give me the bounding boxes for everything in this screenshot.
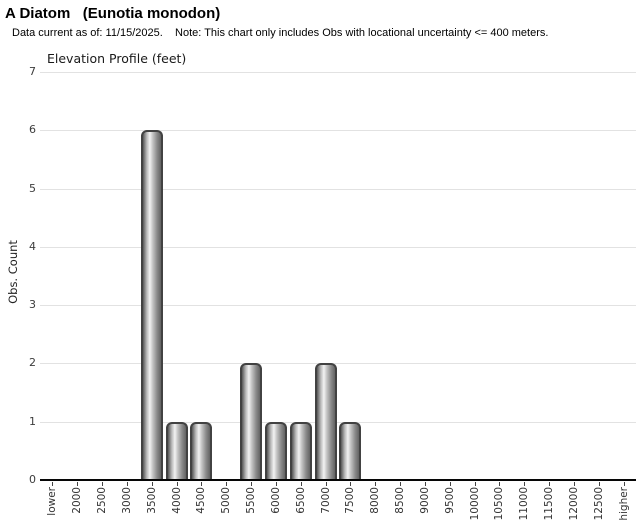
x-tick-label: 8500 (394, 487, 407, 514)
bar[interactable] (314, 363, 337, 480)
x-tick-mark (474, 482, 476, 486)
bar[interactable] (140, 130, 163, 480)
x-tick-mark (325, 482, 327, 486)
x-tick-label: 4000 (170, 487, 183, 514)
x-tick-mark (375, 482, 377, 486)
x-tick-label: 2000 (71, 487, 84, 514)
y-tick-label: 7 (29, 65, 36, 78)
x-tick-label: 3500 (145, 487, 158, 514)
x-tick-mark (524, 482, 526, 486)
x-tick-mark (52, 482, 54, 486)
x-tick-label: 12000 (567, 487, 580, 521)
x-tick-mark (176, 482, 178, 486)
x-tick-label: 10500 (493, 487, 506, 521)
bar[interactable] (165, 421, 188, 480)
x-tick-label: lower (46, 487, 59, 516)
bar[interactable] (264, 421, 287, 480)
x-tick-label: 9500 (443, 487, 456, 514)
y-tick-label: 5 (29, 181, 36, 195)
y-tick-label: 0 (29, 473, 36, 486)
x-tick-mark (126, 482, 128, 486)
x-tick-mark (300, 482, 302, 486)
bar[interactable] (339, 421, 362, 480)
x-tick-label: 9000 (418, 487, 431, 514)
x-tick-mark (449, 482, 451, 486)
x-tick-label: 11000 (518, 487, 531, 521)
x-tick-mark (251, 482, 253, 486)
gridline (40, 72, 636, 73)
bar[interactable] (240, 363, 263, 480)
x-tick-label: higher (617, 487, 630, 521)
x-tick-mark (623, 482, 625, 486)
y-tick-label: 1 (29, 414, 36, 428)
x-tick-label: 7000 (319, 487, 332, 514)
y-tick-label: 3 (29, 298, 36, 312)
x-tick-label: 7500 (344, 487, 357, 514)
gridline (40, 188, 636, 190)
gridline (40, 305, 636, 307)
chart-title: Elevation Profile (feet) (47, 51, 187, 66)
data-current-note: Data current as of: 11/15/2025. Note: Th… (12, 27, 549, 39)
x-tick-mark (226, 482, 228, 486)
x-tick-label: 11500 (543, 487, 556, 521)
x-tick-mark (102, 482, 104, 486)
x-tick-label: 12500 (592, 487, 605, 521)
gridline (40, 246, 636, 248)
y-tick-label: 6 (29, 123, 36, 137)
x-tick-mark (573, 482, 575, 486)
y-tick-label: 2 (29, 356, 36, 370)
x-tick-label: 6500 (294, 487, 307, 514)
x-tick-mark (424, 482, 426, 486)
x-tick-label: 3000 (120, 487, 133, 514)
x-tick-mark (549, 482, 551, 486)
y-tick-label: 4 (29, 239, 36, 253)
gridline (40, 421, 636, 423)
x-tick-label: 5000 (220, 487, 233, 514)
gridline (40, 130, 636, 132)
x-tick-mark (151, 482, 153, 486)
page-title: A Diatom (Eunotia monodon) (5, 5, 221, 22)
bar[interactable] (190, 421, 213, 480)
x-tick-mark (77, 482, 79, 486)
x-tick-mark (275, 482, 277, 486)
x-tick-mark (201, 482, 203, 486)
x-tick-mark (400, 482, 402, 486)
x-tick-mark (499, 482, 501, 486)
x-tick-mark (350, 482, 352, 486)
x-tick-label: 5500 (245, 487, 258, 514)
x-tick-label: 8000 (369, 487, 382, 514)
gridline (40, 363, 636, 365)
x-tick-label: 2500 (96, 487, 109, 514)
x-tick-label: 4500 (195, 487, 208, 514)
x-tick-mark (598, 482, 600, 486)
x-tick-label: 6000 (269, 487, 282, 514)
bar[interactable] (289, 421, 312, 480)
x-axis-line (40, 479, 636, 481)
x-tick-label: 10000 (468, 487, 481, 521)
